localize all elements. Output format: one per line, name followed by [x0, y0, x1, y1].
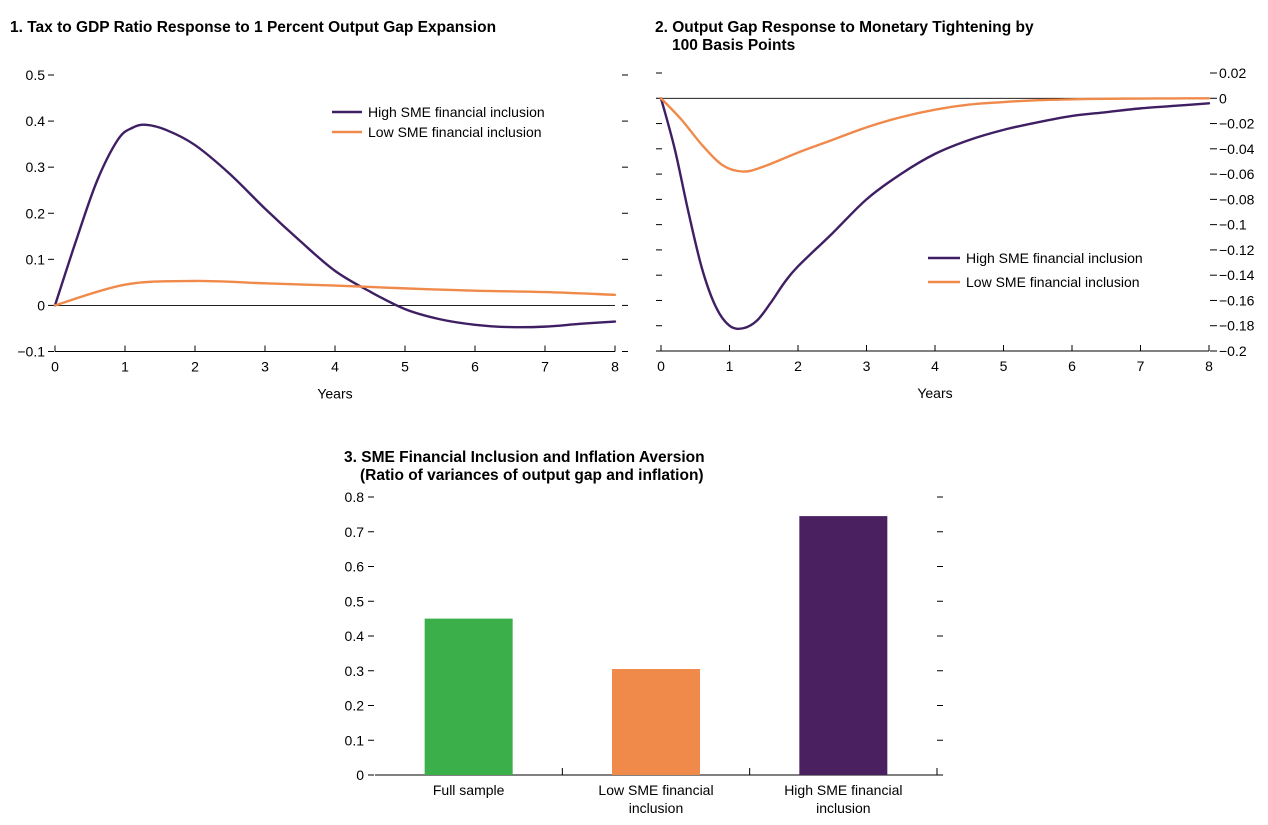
p3-y-tick-label: 0.6 [345, 559, 365, 575]
p1-series-low-line [53, 279, 617, 307]
p2-legend-label-low: Low SME financial inclusion [966, 274, 1140, 290]
p1-y-tick-label: 0.3 [26, 159, 46, 175]
p3-y-tick-label: 0.8 [345, 489, 365, 505]
p2-y-tick-label: −0.16 [1219, 292, 1255, 308]
p2-x-axis-title: Years [917, 385, 952, 401]
p3-category-label: Full sample [433, 782, 505, 798]
p1-x-axis-title: Years [317, 386, 352, 402]
p3-y-tick-label: 0.2 [345, 698, 365, 714]
p2-y-tick-label: −0.1 [1219, 217, 1247, 233]
p3-bar-high-sme [799, 516, 888, 775]
panel3-title-line1: 3. SME Financial Inclusion and Inflation… [344, 449, 705, 466]
p3-y-tick-label: 0.5 [345, 593, 365, 609]
p1-series-high-line [53, 123, 617, 329]
p2-y-tick-label: −0.06 [1219, 166, 1255, 182]
p3-y-tick-label: 0.4 [345, 628, 365, 644]
p2-series-high-line [659, 97, 1211, 330]
p2-y-tick-label: −0.04 [1219, 141, 1255, 157]
p1-x-tick-label: 6 [471, 359, 479, 375]
p3-bar-low-sme [612, 669, 700, 775]
p1-legend-label-high: High SME financial inclusion [368, 104, 545, 120]
p2-x-tick-label: 8 [1205, 358, 1213, 374]
p2-x-tick-label: 7 [1137, 358, 1145, 374]
p1-x-tick-label: 8 [611, 359, 619, 375]
panel3-title-line2: (Ratio of variances of output gap and in… [360, 467, 704, 484]
p3-category-label: High SME financial [784, 782, 902, 798]
p1-x-tick-label: 2 [191, 359, 199, 375]
p1-x-tick-label: 7 [541, 359, 549, 375]
p1-x-tick-label: 5 [401, 359, 409, 375]
panel2-title-line1: 2. Output Gap Response to Monetary Tight… [655, 19, 1034, 36]
panel1-title: 1. Tax to GDP Ratio Response to 1 Percen… [10, 19, 497, 36]
p2-y-tick-label: −0.02 [1219, 116, 1255, 132]
p1-y-tick-label: 0 [37, 297, 45, 313]
p2-x-tick-label: 1 [726, 358, 734, 374]
p2-series-low-line [659, 97, 1211, 173]
p3-y-tick-label: 0.7 [345, 524, 365, 540]
panel2-title-line2: 100 Basis Points [672, 37, 796, 54]
p1-legend-label-low: Low SME financial inclusion [368, 124, 542, 140]
p2-y-tick-label: −0.12 [1219, 242, 1255, 258]
p1-x-tick-label: 1 [121, 359, 129, 375]
p2-y-tick-label: −0.14 [1219, 267, 1255, 283]
p1-y-tick-label: 0.4 [26, 113, 46, 129]
p2-legend-label-high: High SME financial inclusion [966, 250, 1143, 266]
p1-x-tick-label: 4 [331, 359, 339, 375]
p1-y-tick-label: 0.5 [26, 67, 46, 83]
p2-y-tick-label: −0.2 [1219, 343, 1247, 359]
p1-y-tick-label: 0.1 [26, 251, 46, 267]
p3-y-tick-label: 0.3 [345, 663, 365, 679]
p3-category-label: inclusion [629, 800, 683, 816]
p3-y-tick-label: 0.1 [345, 732, 365, 748]
p2-x-tick-label: 6 [1068, 358, 1076, 374]
p3-y-tick-label: 0 [356, 767, 364, 783]
p3-bar-full-sample [424, 618, 513, 775]
p3-category-label: inclusion [816, 800, 870, 816]
p2-x-tick-label: 2 [794, 358, 802, 374]
p1-x-tick-label: 0 [51, 359, 59, 375]
p2-x-tick-label: 5 [1000, 358, 1008, 374]
p1-y-tick-label: −0.1 [17, 344, 45, 360]
p2-x-tick-label: 0 [657, 358, 665, 374]
p2-y-tick-label: −0.18 [1219, 318, 1255, 334]
p3-category-label: Low SME financial [598, 782, 713, 798]
p2-x-tick-label: 3 [863, 358, 871, 374]
p1-y-tick-label: 0.2 [26, 205, 46, 221]
p2-y-tick-label: 0.02 [1219, 65, 1246, 81]
p1-x-tick-label: 3 [261, 359, 269, 375]
p2-x-tick-label: 4 [931, 358, 939, 374]
p2-y-tick-label: −0.08 [1219, 191, 1255, 207]
p2-y-tick-label: 0 [1219, 90, 1227, 106]
